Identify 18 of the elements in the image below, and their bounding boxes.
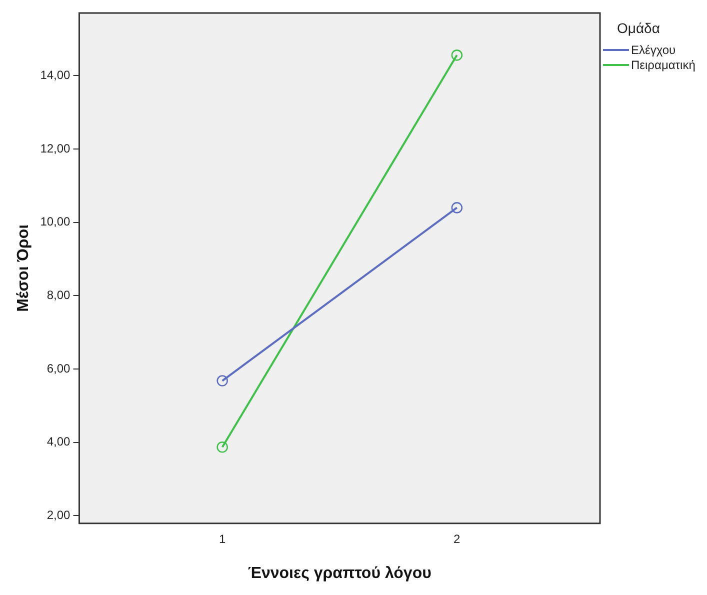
- y-axis-title: Μέσοι Όροι: [15, 224, 32, 312]
- legend-label: Ελέγχου: [631, 42, 676, 56]
- y-tick-label: 8,00: [46, 288, 71, 302]
- point: [451, 202, 463, 214]
- x-axis-title: Έννοιες γραπτού λόγου: [248, 564, 432, 582]
- y-tick-label: 6,00: [46, 361, 71, 376]
- y-tick-label: 4,00: [46, 434, 71, 449]
- point: [216, 441, 228, 453]
- y-tick-label: 14,00: [40, 68, 71, 82]
- y-tick-label: 2,00: [46, 508, 71, 522]
- point: [216, 375, 228, 386]
- x-tick-label: 2: [454, 532, 461, 546]
- legend-title: Ομάδα: [617, 20, 661, 36]
- y-tick-label: 10,00: [40, 214, 71, 229]
- y-tick-label: 12,00: [40, 141, 71, 156]
- point: [451, 50, 463, 61]
- x-tick-label: 1: [218, 532, 226, 546]
- legend-label: Πειραματική: [631, 58, 696, 72]
